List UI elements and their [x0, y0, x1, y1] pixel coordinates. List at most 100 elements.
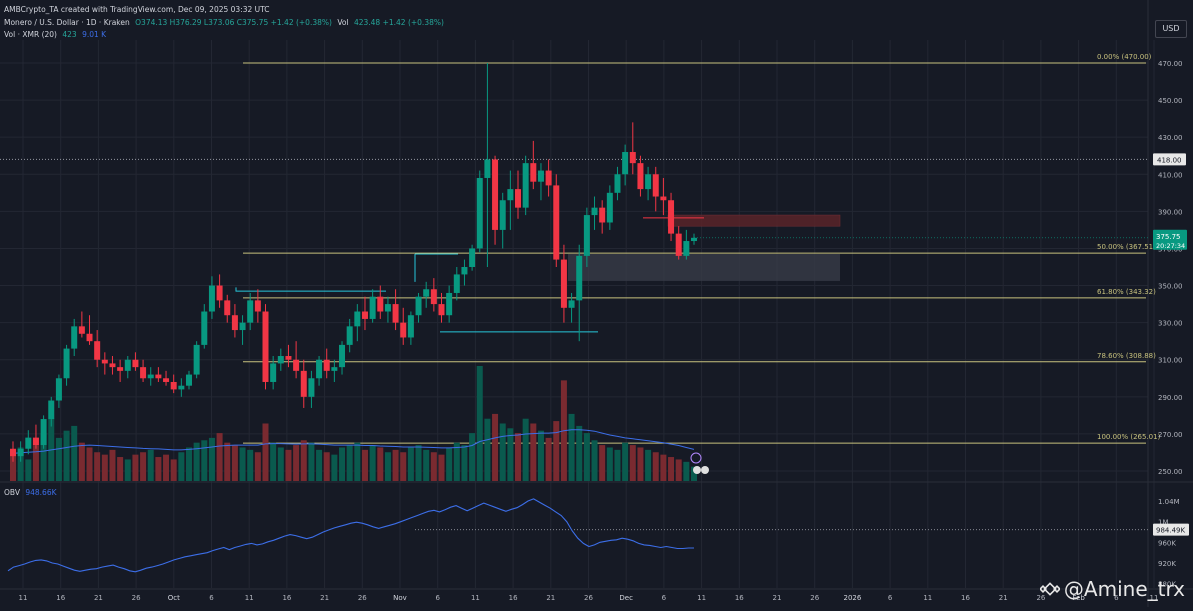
- volume-bar: [354, 442, 361, 481]
- candle-body: [377, 296, 384, 312]
- volume-bar: [622, 442, 629, 481]
- candle-body: [316, 359, 323, 379]
- volume-bar: [645, 449, 652, 481]
- price-tick-label: 350.00: [1158, 283, 1183, 291]
- candle-body: [691, 237, 697, 242]
- volume-bar: [446, 447, 453, 481]
- volume-bar: [132, 454, 139, 481]
- candle-body: [660, 196, 667, 201]
- currency-button[interactable]: USD: [1155, 20, 1187, 38]
- candle-body: [71, 326, 78, 349]
- volume-bar: [178, 452, 185, 481]
- time-tick-label: 11: [1150, 594, 1159, 602]
- volume-bar: [530, 423, 537, 481]
- obv-tick-label: 880K: [1158, 581, 1176, 589]
- volume-bar: [423, 449, 430, 481]
- current-price-tag: 375.75: [1156, 233, 1181, 241]
- candle-body: [530, 163, 537, 182]
- volume-bar: [683, 461, 690, 481]
- price-tick-label: 450.00: [1158, 97, 1183, 105]
- volume-bar: [254, 452, 261, 481]
- fib-level-label: 61.80% (343.32): [1097, 288, 1156, 296]
- time-tick-label: 6: [662, 594, 667, 602]
- volume-bar: [300, 440, 307, 481]
- candle-body: [629, 152, 636, 164]
- candle-body: [384, 304, 391, 312]
- candle-body: [63, 348, 70, 379]
- candle-body: [270, 363, 277, 382]
- candle-body: [576, 255, 583, 301]
- time-tick-label: 16: [735, 594, 744, 602]
- header-credit: AMBCrypto_TA created with TradingView.co…: [4, 5, 270, 14]
- volume-bar: [323, 452, 330, 481]
- candle-body: [484, 159, 491, 178]
- volume-bar: [484, 418, 491, 481]
- candle-body: [170, 381, 177, 390]
- candle-body: [262, 311, 269, 382]
- volume-bar: [40, 433, 47, 481]
- volume-bar: [537, 430, 544, 481]
- candle-body: [492, 159, 499, 230]
- candle-body: [354, 311, 361, 327]
- time-tick-label: 6: [209, 594, 214, 602]
- candle-body: [109, 363, 116, 368]
- time-tick-label: 21: [94, 594, 103, 602]
- volume-bar: [124, 459, 131, 481]
- volume-bar: [331, 454, 338, 481]
- candle-body: [407, 315, 414, 338]
- candle-body: [147, 374, 154, 379]
- candle-body: [430, 289, 437, 305]
- candle-body: [499, 200, 506, 230]
- time-tick-label: 26: [132, 594, 141, 602]
- flag-icon: [693, 466, 701, 474]
- volume-bar: [407, 447, 414, 481]
- time-tick-label: 21: [999, 594, 1008, 602]
- obv-tick-label: 1M: [1158, 519, 1169, 527]
- time-tick-label: 26: [358, 594, 367, 602]
- volume-bar: [231, 445, 238, 481]
- time-tick-label: 21: [546, 594, 555, 602]
- price-tick-label: 430.00: [1158, 134, 1183, 142]
- candle-body: [668, 200, 675, 234]
- candle-body: [614, 174, 621, 193]
- vol-indicator-label[interactable]: Vol · XMR (20): [4, 30, 57, 39]
- candle-body: [476, 177, 483, 249]
- time-tick-label: 21: [773, 594, 782, 602]
- volume-bar: [553, 421, 560, 481]
- volume-bar: [392, 449, 399, 481]
- candle-body: [568, 300, 575, 308]
- candle-body: [48, 400, 55, 420]
- volume-bar: [185, 447, 192, 481]
- header-volume-line: Vol · XMR (20) 423 9.01 K: [4, 30, 109, 39]
- volume-bar: [430, 452, 437, 481]
- candle-body: [453, 274, 460, 293]
- volume-bar: [377, 447, 384, 481]
- obv-value: 948.66K: [25, 488, 57, 497]
- volume-bar: [239, 447, 246, 481]
- volume-bar: [583, 433, 590, 481]
- candle-body: [86, 333, 93, 342]
- candle-body: [522, 163, 529, 208]
- candle-body: [606, 192, 613, 223]
- obv-tick-label: 1.04M: [1158, 498, 1180, 506]
- volume-bar: [63, 430, 70, 481]
- candle-body: [201, 311, 208, 345]
- candle-body: [461, 267, 468, 275]
- time-tick-label: 21: [320, 594, 329, 602]
- volume-bar: [10, 452, 16, 481]
- candle-body: [10, 448, 16, 457]
- volume-bar: [316, 449, 323, 481]
- candle-body: [507, 189, 514, 201]
- candle-body: [645, 174, 652, 190]
- candle-body: [323, 359, 330, 371]
- header-symbol[interactable]: Monero / U.S. Dollar · 1D · Kraken: [4, 18, 130, 27]
- obv-label[interactable]: OBV: [4, 488, 20, 497]
- candle-body: [94, 341, 101, 360]
- candle-body: [537, 170, 544, 182]
- level-418-tag-bg: [1153, 153, 1186, 166]
- volume-bar: [606, 447, 613, 481]
- candle-body: [224, 300, 231, 316]
- volume-bar: [140, 452, 147, 481]
- volume-bar: [147, 449, 154, 481]
- volume-bar: [339, 447, 346, 481]
